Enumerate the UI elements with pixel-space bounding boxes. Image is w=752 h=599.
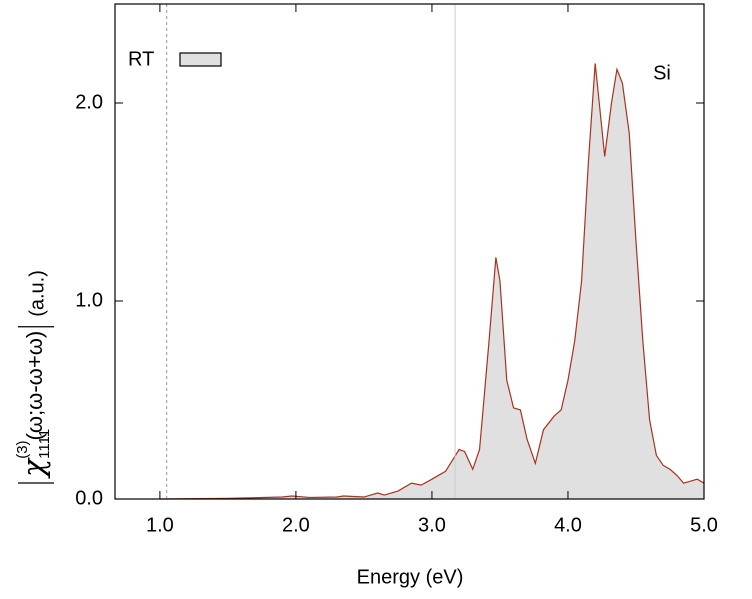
y-tick-label: 2.0 [75,91,103,113]
y-label-args: (ω;ω-ω+ω) [22,331,47,441]
y-label-sup: (3) [14,440,31,458]
x-tick-label: 5.0 [690,514,718,536]
y-tick-label: 0.0 [75,487,103,509]
x-tick-label: 4.0 [554,514,582,536]
plot-frame [114,3,705,500]
y-label-sub: 1111 [36,429,53,459]
legend-swatch [179,52,222,67]
y-label-units: (a.u.) [26,270,48,317]
line [159,63,705,500]
y-label-symbol: χ [17,457,52,479]
legend-label: RT [128,48,154,70]
y-axis-label: χ1111 (3)(ω;ω-ω+ω) (a.u.) [14,270,54,484]
annotation: Si [653,62,671,84]
area [159,63,704,500]
x-tick-label: 1.0 [146,514,174,536]
x-tick-label: 3.0 [418,514,446,536]
y-tick-label: 1.0 [75,289,103,311]
x-axis-label: Energy (eV) [357,566,464,588]
x-tick-label: 2.0 [282,514,310,536]
y-axis-label-main: χ1111 (3)(ω;ω-ω+ω) [14,331,53,479]
